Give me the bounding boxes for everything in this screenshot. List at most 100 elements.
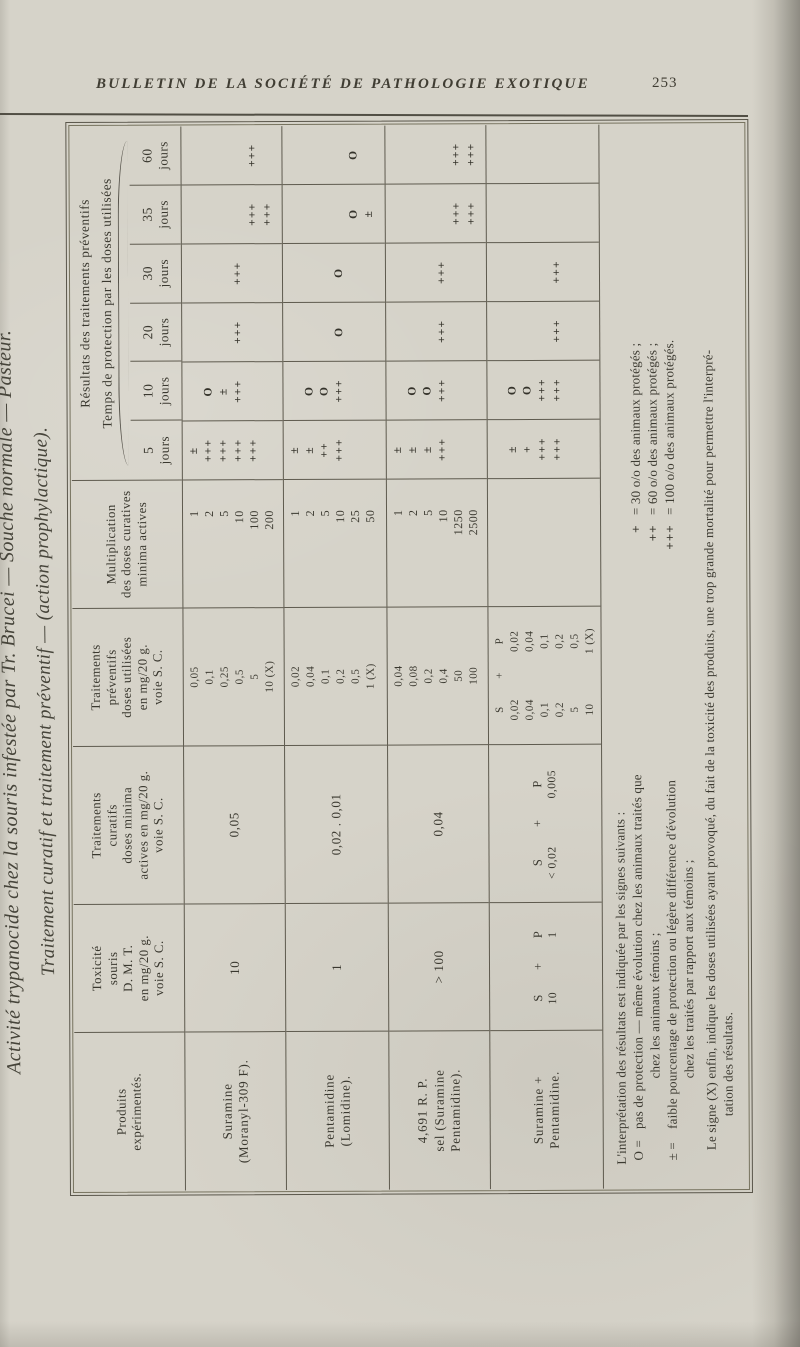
result-sign: O — [332, 267, 345, 278]
brace-decoration — [117, 140, 129, 466]
result-sign — [201, 303, 216, 361]
header-curative: Traitements curatifs doses minima active… — [73, 746, 184, 905]
result-sign — [405, 302, 420, 360]
result-sign — [565, 302, 580, 360]
result-sign — [347, 362, 362, 420]
multiplication-value: 2 — [406, 509, 421, 517]
result-sign — [363, 421, 378, 479]
result-sign — [565, 243, 580, 301]
header-products: Produits expérimentés. — [74, 1032, 185, 1190]
header-text: Multiplication — [103, 504, 119, 585]
result-sign — [390, 185, 405, 243]
result-sign: +++ — [246, 202, 259, 226]
preventive-dose: 1 (X) — [364, 663, 377, 690]
header-text: Traitements — [89, 792, 104, 859]
jours-unit: jours — [154, 141, 171, 170]
result-sign — [331, 126, 346, 184]
preventive-dose: 0,04 — [392, 665, 405, 687]
header-text: voie S. C. — [150, 649, 166, 705]
table-row: Pentamidine (Lomidine). 1 0,02 . 0,01 0,02 0,… — [281, 125, 389, 1191]
result-sign: O — [421, 385, 434, 396]
result-sign — [390, 303, 405, 361]
product-name-line: 4,691 R. P. — [414, 1077, 431, 1144]
result-sign — [519, 125, 534, 183]
preventive-dose-right: 0,2 — [553, 633, 566, 649]
footnote-sign: ++ — [645, 524, 661, 542]
subheader-60-jours: 60 jours — [129, 126, 181, 186]
multiplication-value — [507, 509, 522, 606]
margin-title-line1: Activité trypanocide chez la souris infe… — [0, 329, 26, 1075]
header-text: Produits — [114, 1088, 129, 1136]
subheader-30-jours: 30 jours — [129, 244, 182, 304]
result-sign: ± — [288, 446, 301, 454]
preventive-dose-left: 0,04 — [523, 699, 536, 721]
result-sign: +++ — [536, 378, 549, 402]
result-sign: +++ — [333, 438, 346, 462]
result-sign — [216, 244, 231, 302]
result-sign: +++ — [232, 438, 245, 462]
combo-left-value: 10 — [547, 991, 560, 1005]
result-sign — [435, 184, 450, 242]
result-sign: +++ — [465, 142, 478, 166]
result-sign — [316, 126, 331, 184]
result-sign — [565, 184, 580, 242]
subheader-5-jours: 5 jours — [131, 421, 182, 480]
product-name-line: Pentamidine. — [546, 1070, 562, 1149]
header-preventive: Traitements préventifs doses utilisées e… — [72, 608, 184, 747]
combo-values: < 0,02 0,005 — [545, 745, 561, 902]
result-sign — [215, 126, 230, 184]
result-sign: +++ — [202, 438, 215, 463]
product-name-line: Pentamidine). — [447, 1068, 464, 1152]
multiplication-value — [522, 509, 537, 606]
result-sign: ± — [362, 209, 375, 218]
multiplication-value: 10 — [333, 509, 348, 523]
plus-sign: + — [530, 962, 546, 971]
header-text: préventifs — [104, 649, 119, 706]
result-sign: +++ — [436, 437, 449, 462]
result-sign — [362, 303, 377, 361]
footnote-text: pas de protection — même évolution chez … — [629, 774, 646, 1130]
result-sign: ± — [506, 445, 519, 453]
preventive-dose: 0,2 — [422, 668, 435, 684]
toxicity-cell: 1 — [285, 903, 389, 1033]
result-cell: O ± +++ — [182, 362, 283, 422]
result-sign: O — [347, 208, 360, 219]
rotated-table-sheet: Produits expérimentés. Toxicité souris D… — [65, 119, 753, 1197]
result-sign — [186, 362, 201, 420]
toxicity-value: 1 — [328, 963, 345, 971]
header-text: en mg/20 g. — [136, 935, 151, 1002]
preventive-dose: 0,5 — [349, 668, 362, 684]
curative-cell: 0,02 . 0,01 — [285, 745, 388, 905]
table-header-row: Produits expérimentés. Toxicité souris D… — [70, 126, 185, 1191]
result-sign — [200, 126, 215, 184]
result-sign — [287, 303, 302, 361]
preventive-cell: 0,02 0,04 0,1 0,2 0,5 1 (X) — [284, 607, 388, 747]
combo-right-value: 0,005 — [546, 769, 559, 799]
result-sign — [201, 244, 216, 302]
result-sign — [420, 184, 435, 242]
toxicity-cell: > 100 — [388, 903, 490, 1032]
multiplication-value: 10 — [436, 509, 451, 523]
preventive-dose-pair: 0,2 0,2 — [552, 607, 568, 744]
result-sign: +++ — [247, 438, 260, 462]
preventive-dose: 0,1 — [203, 669, 216, 685]
header-rule — [0, 113, 749, 117]
result-sign: ± — [303, 446, 316, 454]
result-sign: O — [347, 149, 360, 160]
results-table: Produits expérimentés. Toxicité souris D… — [70, 124, 748, 1191]
result-cell: +++ — [182, 303, 283, 363]
result-sign — [465, 302, 480, 360]
product-cell: Pentamidine (Lomidine). — [286, 1032, 389, 1190]
result-sign — [405, 184, 420, 242]
result-sign: O — [303, 385, 316, 397]
multiplication-value — [492, 509, 507, 606]
product-name-line: sel (Suramine — [431, 1069, 447, 1152]
footnote-columns: O = pas de protection — même évolution c… — [625, 138, 698, 1174]
margin-title-line2: Traitement curatif et traitement prévent… — [30, 426, 60, 977]
result-sign — [262, 421, 277, 479]
subheader-10-jours: 10 jours — [130, 361, 182, 421]
result-sign: +++ — [465, 201, 478, 225]
result-sign — [581, 420, 596, 478]
result-sign — [362, 244, 377, 302]
result-sign — [549, 125, 564, 183]
